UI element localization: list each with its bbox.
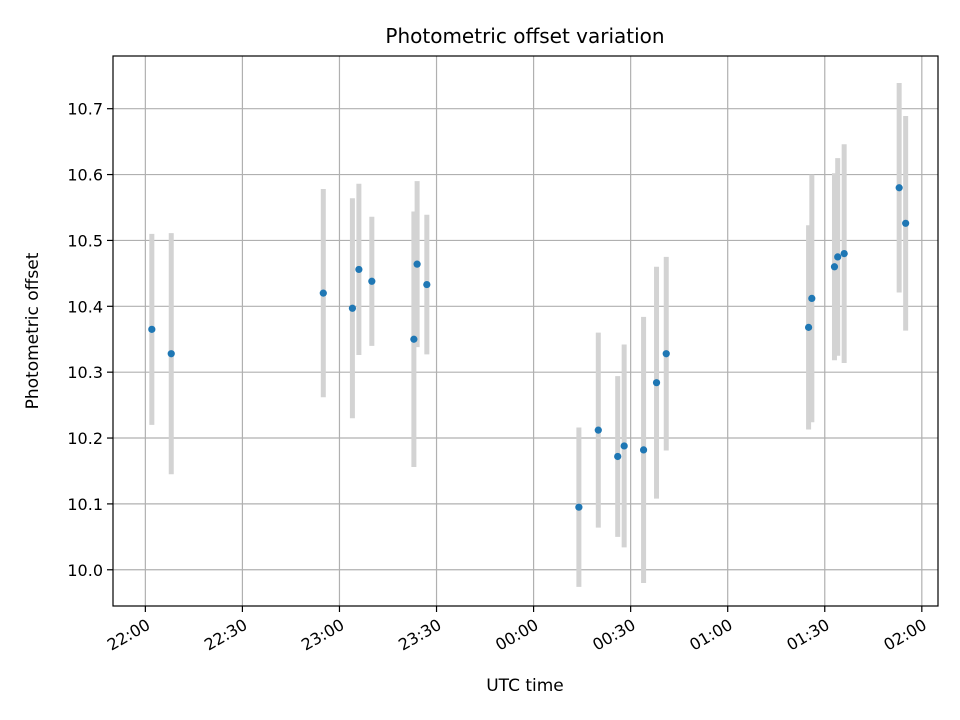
y-tick-label: 10.5 <box>67 231 103 250</box>
data-point <box>808 294 816 302</box>
data-point <box>594 426 602 434</box>
y-tick-label: 10.1 <box>67 495 103 514</box>
grid <box>113 56 938 606</box>
data-point <box>840 250 848 258</box>
data-point <box>368 277 376 285</box>
data-point <box>319 289 327 297</box>
data-points <box>148 184 910 511</box>
x-tick-label: 22:00 <box>104 615 153 655</box>
data-point <box>355 265 363 274</box>
chart-title: Photometric offset variation <box>385 24 664 48</box>
data-point <box>410 335 418 343</box>
x-axis-label: UTC time <box>486 676 564 696</box>
data-point <box>652 379 661 387</box>
plot-frame <box>112 55 939 607</box>
y-tick-label: 10.0 <box>67 561 103 580</box>
x-tick-label: 02:00 <box>880 615 929 655</box>
data-point <box>830 263 839 271</box>
y-tick-label: 10.7 <box>67 100 103 119</box>
x-tick-label: 01:30 <box>783 615 832 655</box>
data-point <box>614 452 622 461</box>
x-tick-label: 00:30 <box>589 615 638 655</box>
data-point <box>413 260 421 268</box>
x-tick-label: 01:00 <box>686 615 735 655</box>
y-tick-label: 10.6 <box>67 166 103 185</box>
data-point <box>620 442 628 450</box>
y-tick-label: 10.3 <box>67 363 103 382</box>
x-tick-label: 23:00 <box>298 615 347 655</box>
x-tick-label: 00:00 <box>492 615 541 655</box>
x-axis-ticks: 22:00 22:30 23:00 23:30 00:00 00:30 01:00 01:30… <box>104 606 930 655</box>
y-axis-label: Photometric offset <box>23 252 43 409</box>
y-axis-ticks: 10.0 10.1 10.2 10.3 10.4 10.5 10.6 10.7 <box>67 100 113 580</box>
data-point <box>575 503 583 511</box>
x-tick-label: 23:30 <box>395 615 444 655</box>
data-point <box>804 323 813 331</box>
data-point <box>895 184 903 192</box>
data-point <box>834 253 842 261</box>
x-tick-label: 22:30 <box>201 615 250 655</box>
data-point <box>423 280 431 289</box>
y-tick-label: 10.2 <box>67 429 103 448</box>
data-point <box>148 325 156 333</box>
y-tick-label: 10.4 <box>67 297 103 316</box>
data-point <box>639 446 648 454</box>
data-point <box>662 350 670 358</box>
data-point <box>902 219 910 227</box>
data-point <box>348 304 357 312</box>
data-point <box>167 350 175 358</box>
error-bars <box>149 83 909 587</box>
